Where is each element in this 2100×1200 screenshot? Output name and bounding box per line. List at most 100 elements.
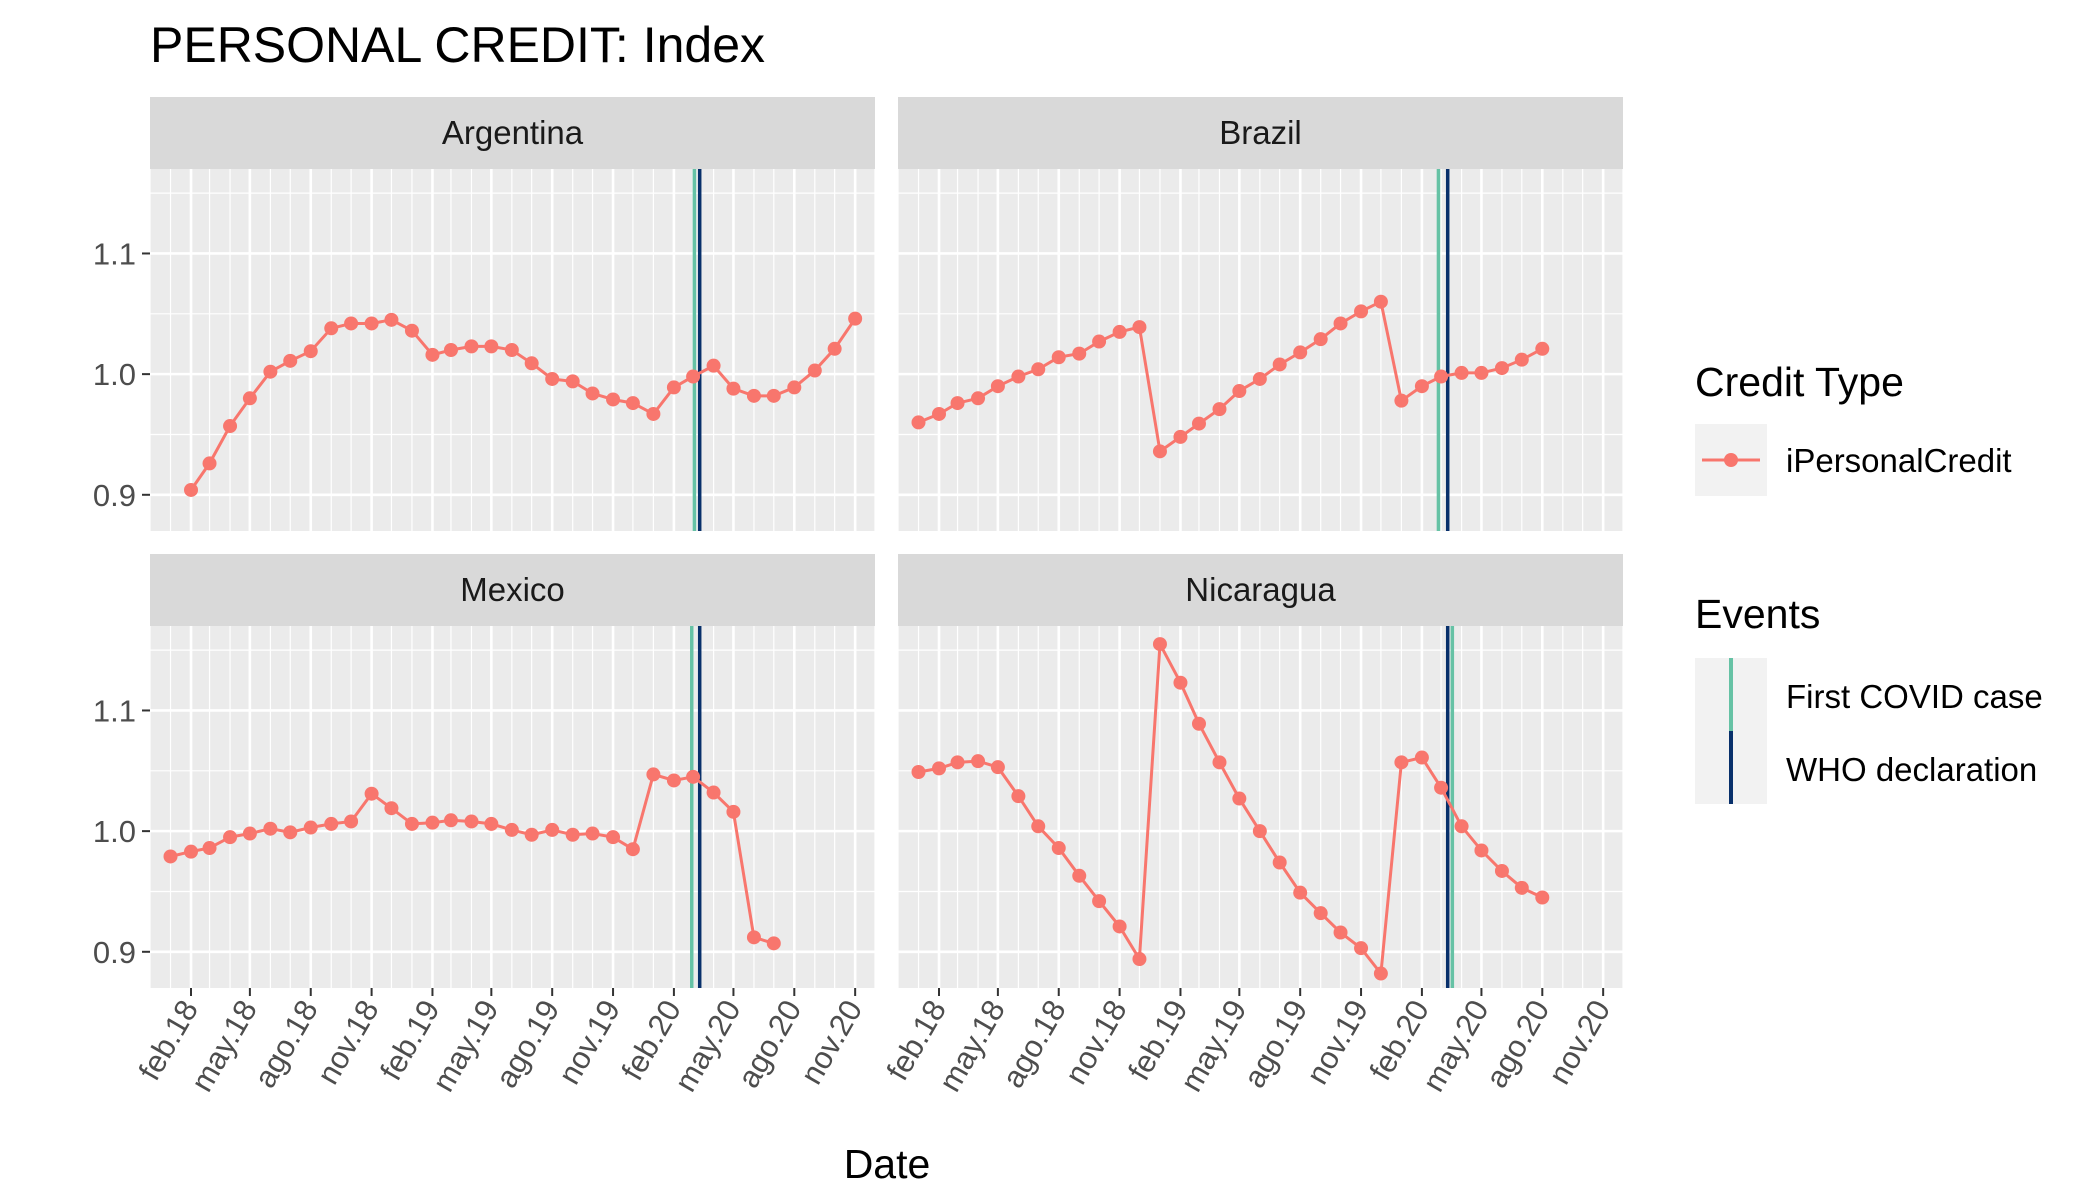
data-point [242, 826, 257, 841]
data-point [1252, 371, 1267, 386]
data-point [1414, 379, 1429, 394]
data-point [443, 813, 458, 828]
data-point [1272, 357, 1287, 372]
data-point [263, 821, 278, 836]
data-point [706, 785, 721, 800]
data-point [950, 755, 965, 770]
x-tick-label: nov.19 [551, 994, 627, 1090]
x-tick-label: nov.18 [1058, 994, 1134, 1090]
data-point [384, 801, 399, 816]
x-tick-label: nov.20 [1542, 994, 1618, 1090]
data-point [303, 820, 318, 835]
data-point [1394, 755, 1409, 770]
data-point [1535, 341, 1550, 356]
data-point [443, 343, 458, 357]
data-point [1152, 444, 1167, 459]
series-line [189, 317, 857, 491]
data-point [787, 380, 802, 395]
data-point [585, 826, 600, 841]
data-point [404, 323, 419, 338]
data-point [1051, 350, 1066, 365]
data-point [344, 814, 359, 829]
data-point [1454, 819, 1469, 834]
plot-background [150, 626, 875, 988]
data-point [726, 381, 741, 396]
data-point [911, 415, 926, 430]
data-point [606, 830, 621, 845]
data-point [1333, 316, 1348, 331]
panel-nicaragua: Nicaraguafeb.18may.18ago.18nov.18feb.19m… [880, 554, 1624, 1098]
data-point [1272, 855, 1287, 870]
legend: Credit Type iPersonalCredit Events First… [1695, 359, 2043, 804]
data-point [1313, 906, 1328, 921]
data-point [585, 386, 600, 401]
data-point [425, 815, 440, 830]
data-point [524, 827, 539, 842]
data-point [263, 364, 278, 379]
data-point [990, 379, 1005, 394]
data-point [1112, 324, 1127, 339]
data-point [625, 842, 640, 857]
data-point [324, 321, 339, 336]
legend-first-covid-label: First COVID case [1786, 678, 2043, 715]
facet-label: Brazil [1219, 114, 1302, 151]
data-point [911, 765, 926, 780]
legend-events-title: Events [1695, 591, 1820, 637]
panel-mexico: Mexico0.91.01.1feb.18may.18ago.18nov.18f… [93, 554, 876, 1098]
data-point [202, 841, 217, 856]
data-point [1373, 966, 1388, 981]
data-point [1313, 332, 1328, 347]
data-point [283, 825, 298, 840]
data-point [666, 773, 681, 788]
data-point [1051, 841, 1066, 856]
data-point [223, 830, 238, 845]
data-point [1072, 868, 1087, 883]
data-point [344, 316, 359, 331]
data-point [1191, 716, 1206, 731]
data-point [1031, 362, 1046, 377]
data-point [1232, 384, 1247, 399]
legend-series-label: iPersonalCredit [1786, 442, 2012, 479]
panel-argentina: Argentina 0.9 1.0 1.1 [93, 97, 876, 531]
data-point [425, 347, 440, 362]
data-point [565, 374, 580, 389]
data-point [746, 930, 761, 945]
data-point [726, 804, 741, 819]
data-point [1354, 304, 1369, 319]
data-point [932, 406, 947, 421]
y-tick-label: 1.1 [93, 693, 136, 728]
data-point [384, 312, 399, 327]
data-point [163, 849, 178, 864]
chart-title: PERSONAL CREDIT: Index [150, 17, 765, 73]
data-point [524, 356, 539, 371]
facet-label: Nicaragua [1185, 571, 1336, 608]
data-point [324, 816, 339, 831]
data-point [1232, 791, 1247, 806]
data-point [827, 341, 842, 356]
facet-strip [898, 97, 1623, 169]
facet-label: Argentina [442, 114, 584, 151]
data-point [1434, 369, 1449, 384]
data-point [184, 844, 199, 859]
data-point [1474, 843, 1489, 858]
data-point [1191, 416, 1206, 431]
x-tick-label: nov.19 [1299, 994, 1375, 1090]
data-point [686, 369, 701, 384]
data-point [1394, 393, 1409, 408]
x-tick-label: nov.18 [310, 994, 386, 1090]
data-point [686, 769, 701, 784]
data-point [504, 822, 519, 837]
data-point [364, 786, 379, 801]
data-point [1252, 824, 1267, 839]
data-point [404, 816, 419, 831]
data-point [1474, 365, 1489, 380]
data-point [1112, 919, 1127, 934]
data-point [1212, 755, 1227, 770]
data-point [848, 311, 863, 326]
data-point [1434, 780, 1449, 795]
data-point [646, 406, 661, 421]
data-point [1494, 361, 1509, 376]
data-point [1333, 925, 1348, 940]
data-point [484, 339, 499, 354]
